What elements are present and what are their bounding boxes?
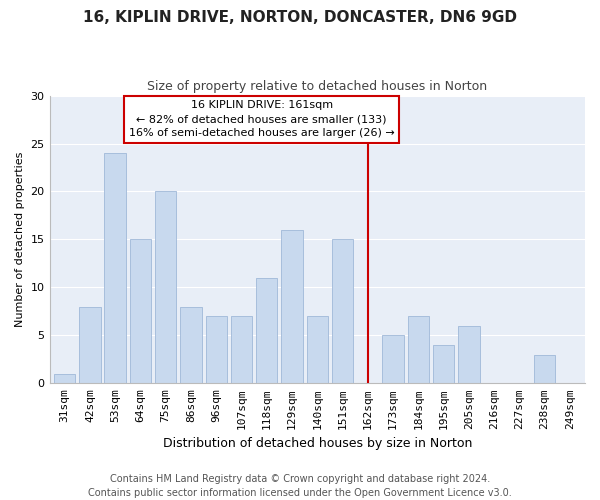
Title: Size of property relative to detached houses in Norton: Size of property relative to detached ho… — [147, 80, 487, 93]
X-axis label: Distribution of detached houses by size in Norton: Distribution of detached houses by size … — [163, 437, 472, 450]
Text: 16, KIPLIN DRIVE, NORTON, DONCASTER, DN6 9GD: 16, KIPLIN DRIVE, NORTON, DONCASTER, DN6… — [83, 10, 517, 25]
Bar — [433, 345, 454, 384]
Bar — [180, 306, 202, 384]
Y-axis label: Number of detached properties: Number of detached properties — [15, 152, 25, 327]
Bar — [104, 153, 126, 384]
Bar — [458, 326, 479, 384]
Bar — [155, 192, 176, 384]
Bar — [534, 354, 556, 384]
Bar — [231, 316, 252, 384]
Bar — [307, 316, 328, 384]
Text: Contains HM Land Registry data © Crown copyright and database right 2024.
Contai: Contains HM Land Registry data © Crown c… — [88, 474, 512, 498]
Bar — [130, 240, 151, 384]
Bar — [332, 240, 353, 384]
Bar — [281, 230, 303, 384]
Bar — [256, 278, 277, 384]
Bar — [79, 306, 101, 384]
Bar — [206, 316, 227, 384]
Text: 16 KIPLIN DRIVE: 161sqm
← 82% of detached houses are smaller (133)
16% of semi-d: 16 KIPLIN DRIVE: 161sqm ← 82% of detache… — [129, 100, 395, 138]
Bar — [382, 336, 404, 384]
Bar — [407, 316, 429, 384]
Bar — [54, 374, 76, 384]
